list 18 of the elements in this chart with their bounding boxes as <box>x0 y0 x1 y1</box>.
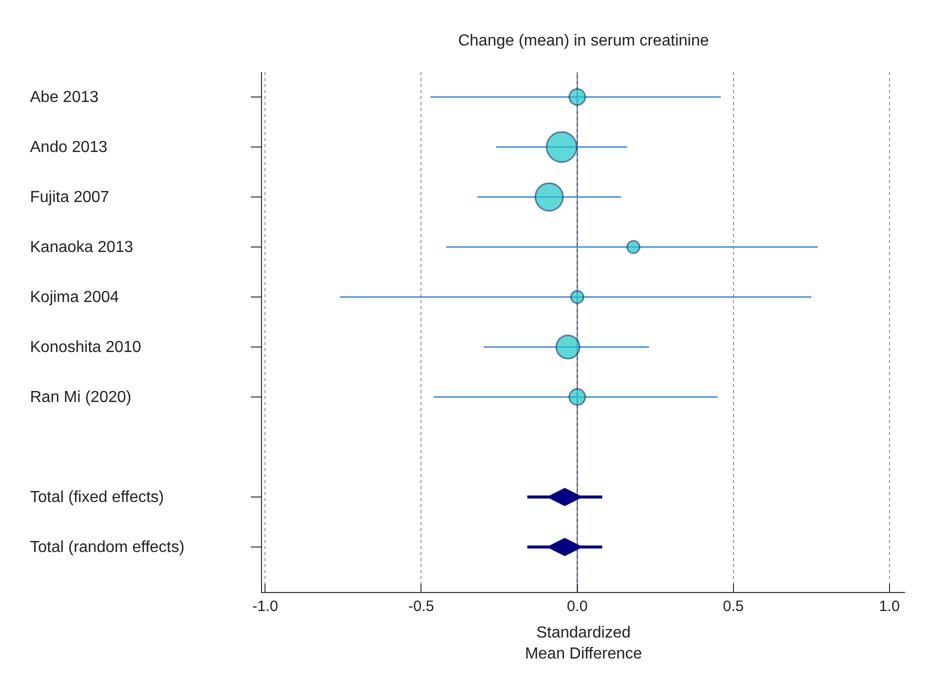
y-tick-label: Kanaoka 2013 <box>30 239 134 256</box>
y-tick-label: Ando 2013 <box>30 139 108 156</box>
point <box>568 88 586 106</box>
x-axis-title: Standardized Mean Difference <box>524 624 642 662</box>
x-tick-label: 0.5 <box>722 598 744 615</box>
point <box>568 388 586 406</box>
y-tick-label: Konoshita 2010 <box>30 339 142 356</box>
x-tick-label: -0.5 <box>408 598 434 615</box>
y-tick-label: Kojima 2004 <box>30 289 120 306</box>
y-tick-label: Abe 2013 <box>30 89 99 106</box>
x-tick-label: 1.0 <box>878 598 900 615</box>
y-tick-label: Total (random effects) <box>30 539 184 556</box>
x-tick-label: 0.0 <box>566 598 588 615</box>
y-tick-label: Ran Mi (2020) <box>30 389 132 406</box>
x-tick-label: -1.0 <box>252 598 278 615</box>
y-tick-label: Fujita 2007 <box>30 189 110 206</box>
chart-title: Change (mean) in serum creatinine <box>458 32 709 50</box>
y-tick-label: Total (fixed effects) <box>30 489 164 506</box>
